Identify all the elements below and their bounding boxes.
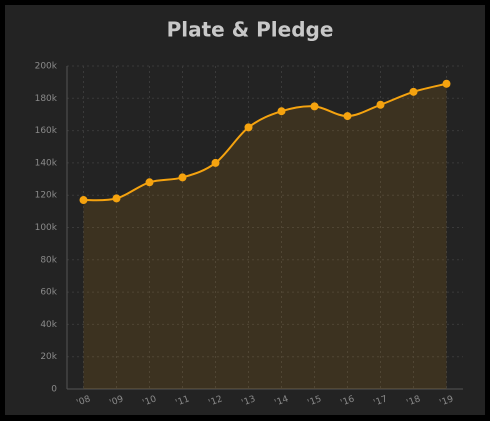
- y-tick-label: 20k: [40, 352, 57, 362]
- point: [112, 194, 121, 203]
- chart-title: Plate & Pledge: [167, 18, 334, 42]
- y-tick-label: 100k: [35, 223, 58, 233]
- y-tick-label: 120k: [35, 191, 58, 201]
- x-tick-label: '12: [207, 394, 224, 408]
- point: [343, 112, 352, 121]
- x-tick-label: '15: [306, 394, 323, 408]
- x-tick-label: '14: [273, 394, 290, 408]
- x-tick-label: '08: [75, 394, 92, 408]
- point: [277, 107, 286, 116]
- x-tick-label: '10: [141, 394, 158, 408]
- point: [442, 79, 451, 88]
- panel: [5, 5, 485, 415]
- y-tick-label: 200k: [35, 62, 58, 72]
- point: [79, 196, 88, 205]
- y-tick-label: 160k: [35, 126, 58, 136]
- y-tick-label: 40k: [40, 320, 57, 330]
- x-tick-label: '17: [372, 394, 389, 408]
- point: [409, 87, 418, 96]
- x-tick-label: '16: [339, 394, 356, 408]
- x-tick-label: '13: [240, 394, 257, 408]
- y-tick-label: 60k: [40, 288, 57, 298]
- point: [178, 173, 187, 182]
- x-tick-label: '18: [405, 394, 422, 408]
- y-tick-label: 180k: [35, 94, 58, 104]
- point: [211, 158, 220, 167]
- y-tick-label: 0: [51, 385, 57, 395]
- area: [83, 83, 447, 389]
- point: [376, 100, 385, 109]
- point: [244, 123, 253, 132]
- y-tick-label: 80k: [40, 255, 57, 265]
- point: [310, 102, 319, 111]
- x-tick-label: '09: [108, 394, 125, 408]
- x-tick-label: '11: [174, 394, 191, 408]
- point: [145, 178, 154, 187]
- y-tick-label: 140k: [35, 158, 58, 168]
- x-tick-label: '19: [438, 394, 455, 408]
